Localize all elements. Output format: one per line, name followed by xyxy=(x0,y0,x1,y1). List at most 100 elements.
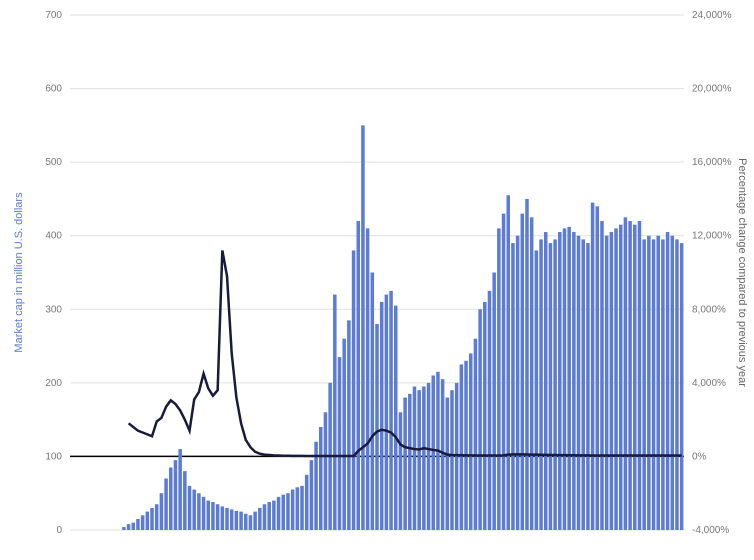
bar xyxy=(544,232,548,530)
bar xyxy=(249,515,253,530)
bar xyxy=(483,302,487,530)
bar xyxy=(619,225,623,530)
bar xyxy=(558,232,562,530)
bar xyxy=(675,239,679,530)
bar xyxy=(244,514,248,530)
bar xyxy=(239,512,243,530)
bar xyxy=(535,250,539,530)
bar xyxy=(122,527,126,530)
bar xyxy=(207,501,211,530)
bar xyxy=(160,493,164,530)
svg-text:20,000%: 20,000% xyxy=(692,84,732,95)
bar xyxy=(375,324,379,530)
bar xyxy=(441,379,445,530)
svg-text:600: 600 xyxy=(45,84,62,95)
right-axis-label: Percentage change compared to previous y… xyxy=(736,158,748,387)
bar xyxy=(614,228,618,530)
bar xyxy=(272,501,276,530)
bar xyxy=(642,239,646,530)
bar xyxy=(385,295,389,530)
bar xyxy=(282,495,286,530)
bar xyxy=(216,504,220,530)
bar xyxy=(258,508,262,530)
bar xyxy=(586,243,590,530)
bar xyxy=(680,243,684,530)
bar xyxy=(431,376,435,531)
bar xyxy=(497,228,501,530)
svg-text:400: 400 xyxy=(45,231,62,242)
bar xyxy=(183,471,187,530)
svg-text:24,000%: 24,000% xyxy=(692,10,732,21)
chart-container: 0100200300400500600700-4,000%0%4,000%8,0… xyxy=(0,0,754,560)
bar xyxy=(633,225,637,530)
bar xyxy=(422,387,426,530)
bar xyxy=(511,243,515,530)
bar xyxy=(506,195,510,530)
bar xyxy=(516,236,520,530)
bar xyxy=(563,228,567,530)
bar xyxy=(488,291,492,530)
bar xyxy=(132,523,136,530)
bar xyxy=(380,302,384,530)
svg-text:-4,000%: -4,000% xyxy=(692,525,729,536)
bar xyxy=(127,524,131,530)
svg-text:300: 300 xyxy=(45,304,62,315)
bar xyxy=(394,306,398,530)
bar xyxy=(356,221,360,530)
bar xyxy=(469,353,473,530)
bar xyxy=(610,232,614,530)
bar xyxy=(178,449,182,530)
bar xyxy=(146,512,150,530)
bar xyxy=(221,506,225,530)
bar xyxy=(197,493,201,530)
bar xyxy=(581,239,585,530)
bar xyxy=(502,214,506,530)
bar xyxy=(474,339,478,530)
bar xyxy=(671,236,675,530)
bar xyxy=(277,497,281,530)
bar xyxy=(174,460,178,530)
bar xyxy=(450,390,454,530)
bar xyxy=(492,273,496,531)
svg-text:16,000%: 16,000% xyxy=(692,157,732,168)
bar xyxy=(549,243,553,530)
bar xyxy=(553,239,557,530)
bar xyxy=(366,228,370,530)
bar xyxy=(291,490,295,530)
bar xyxy=(371,273,375,531)
bar xyxy=(521,214,525,530)
bar xyxy=(211,502,215,530)
bar xyxy=(267,502,271,530)
bar xyxy=(192,490,196,530)
bar xyxy=(455,383,459,530)
bar xyxy=(647,236,651,530)
bar xyxy=(600,221,604,530)
bar xyxy=(169,467,173,530)
bar xyxy=(296,487,300,530)
svg-text:500: 500 xyxy=(45,157,62,168)
bar xyxy=(628,221,632,530)
bar xyxy=(202,497,206,530)
bar xyxy=(567,227,571,530)
bar xyxy=(605,236,609,530)
svg-text:12,000%: 12,000% xyxy=(692,231,732,242)
bar xyxy=(403,398,407,530)
bar xyxy=(638,221,642,530)
bar xyxy=(525,199,529,530)
svg-text:200: 200 xyxy=(45,378,62,389)
bar xyxy=(150,508,154,530)
bar xyxy=(347,320,351,530)
bar xyxy=(155,504,159,530)
bar xyxy=(286,493,290,530)
bar xyxy=(188,486,192,530)
bar xyxy=(342,339,346,530)
bar xyxy=(446,398,450,530)
bar xyxy=(253,512,257,530)
bar xyxy=(136,519,140,530)
bar xyxy=(417,390,421,530)
bar xyxy=(591,203,595,530)
bar xyxy=(596,206,600,530)
bar xyxy=(324,412,328,530)
bar xyxy=(361,125,365,530)
bar xyxy=(352,250,356,530)
